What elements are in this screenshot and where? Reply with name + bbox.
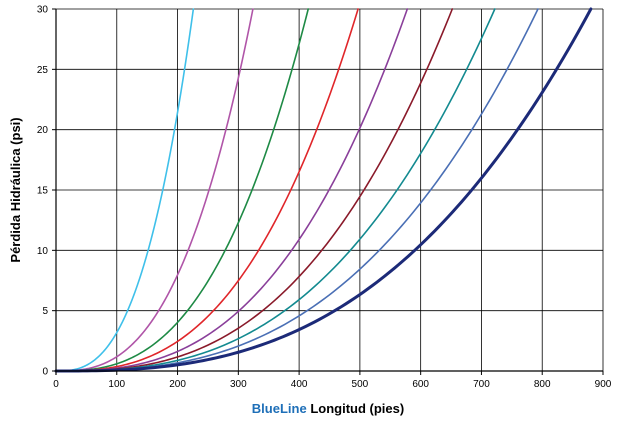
y-tick-label: 15 <box>37 186 49 197</box>
x-tick-label: 200 <box>169 379 186 390</box>
series-group <box>54 7 593 373</box>
series-line-9 <box>54 7 593 373</box>
x-tick-label: 500 <box>352 379 369 390</box>
y-axis-title: Pérdida Hidráulica (psi) <box>8 117 23 262</box>
x-tick-label: 800 <box>534 379 551 390</box>
series-line-1 <box>55 8 195 372</box>
series-line-4 <box>55 8 359 372</box>
y-tick-label: 20 <box>37 125 49 136</box>
x-axis-title-text: Longitud (pies) <box>307 401 404 416</box>
x-tick-label: 100 <box>108 379 125 390</box>
y-tick-label: 5 <box>42 306 48 317</box>
y-tick-label: 0 <box>42 367 48 378</box>
x-axis-title: BlueLine Longitud (pies) <box>252 401 404 416</box>
x-axis-title-brand: BlueLine <box>252 401 307 416</box>
series-line-2 <box>55 8 254 372</box>
x-tick-label: 700 <box>473 379 490 390</box>
x-tick-label: 400 <box>291 379 308 390</box>
x-tick-label: 0 <box>53 379 59 390</box>
x-tick-labels: 0 100 200 300 400 500 600 700 800 900 <box>53 379 612 390</box>
x-tick-label: 600 <box>412 379 429 390</box>
axes <box>52 8 604 375</box>
series-line-3 <box>55 8 310 372</box>
y-tick-labels: 0 5 10 15 20 25 30 <box>37 5 49 378</box>
y-tick-label: 10 <box>37 246 49 257</box>
y-tick-label: 30 <box>37 5 49 16</box>
x-tick-label: 300 <box>230 379 247 390</box>
y-tick-label: 25 <box>37 65 49 76</box>
x-tick-label: 900 <box>595 379 612 390</box>
